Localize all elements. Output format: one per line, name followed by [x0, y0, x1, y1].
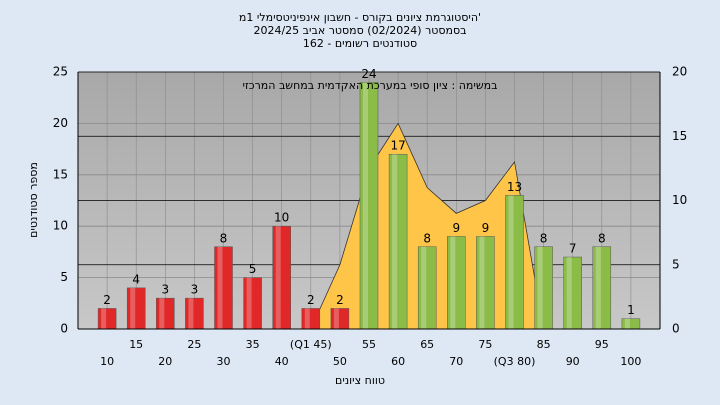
y2-tick-label: 10 [672, 193, 687, 207]
bar-highlight [101, 308, 107, 329]
y-tick-label: 20 [53, 116, 68, 130]
value-label: 1 [627, 303, 635, 317]
value-label: 17 [390, 139, 405, 153]
chart-subtitle: בסמסטר (02/2024) סמסטר אביב 2024/25 [253, 24, 466, 37]
value-label: 24 [361, 67, 376, 81]
bar [388, 153, 408, 330]
bar [505, 195, 524, 330]
value-label: 3 [161, 283, 169, 297]
value-label: 4 [132, 272, 140, 286]
value-label: 10 [274, 211, 289, 225]
value-label: 3 [191, 283, 199, 297]
bar-highlight [130, 287, 136, 329]
bar-highlight [333, 308, 339, 329]
value-label: 2 [103, 293, 111, 307]
value-label: 7 [569, 242, 577, 256]
x-axis-label: טווח ציונים [335, 374, 385, 387]
x-tick-label: 100 [620, 355, 641, 368]
bar [243, 277, 262, 330]
bar-highlight [450, 236, 456, 329]
bar [592, 246, 612, 330]
y-tick-label: 15 [53, 167, 68, 181]
x-tick-label: 15 [129, 338, 143, 351]
bar-highlight [246, 277, 252, 329]
bar [563, 256, 582, 330]
annotation: במשימה : ציון סופי במערכת האקדמית במחשב … [243, 79, 498, 92]
y-tick-label: 5 [60, 270, 68, 284]
bar [534, 246, 553, 330]
bar-highlight [392, 154, 398, 329]
x-tick-label: 50 [333, 355, 347, 368]
bar [97, 308, 117, 330]
bar [126, 287, 146, 330]
bar-highlight [479, 236, 485, 329]
bar-highlight [508, 195, 514, 329]
bar-highlight [304, 308, 310, 329]
y2-tick-label: 0 [672, 322, 680, 336]
bar-highlight [217, 246, 223, 329]
x-tick-label: 65 [420, 338, 434, 351]
y-tick-label: 25 [53, 65, 68, 79]
value-label: 2 [307, 293, 315, 307]
bar [214, 246, 233, 330]
bar-highlight [188, 298, 194, 329]
x-tick-label: (Q1 45) [290, 338, 332, 351]
y-tick-label: 0 [60, 322, 68, 336]
y-axis-label: מספר סטודנטים [27, 162, 40, 238]
bar-highlight [595, 246, 601, 329]
x-tick-label: 30 [217, 355, 231, 368]
bar-highlight [159, 298, 165, 329]
bar [301, 308, 321, 330]
x-tick-label: 20 [158, 355, 172, 368]
y2-tick-label: 20 [672, 65, 687, 79]
chart-subtitle: סטודנטים רשומים - 162 [303, 37, 417, 50]
bar [156, 297, 175, 330]
x-tick-label: 25 [187, 338, 201, 351]
x-tick-label: 35 [246, 338, 260, 351]
bar [621, 318, 641, 330]
x-tick-label: 75 [478, 338, 492, 351]
bar [476, 236, 495, 330]
bar [417, 246, 437, 330]
bar-highlight [537, 246, 543, 329]
x-tick-label: 95 [595, 338, 609, 351]
x-tick-label: (Q3 80) [494, 355, 536, 368]
y2-tick-label: 15 [672, 129, 687, 143]
value-label: 9 [452, 221, 460, 235]
value-label: 5 [249, 262, 257, 276]
x-tick-label: 10 [100, 355, 114, 368]
bar [185, 297, 204, 330]
value-label: 8 [423, 231, 431, 245]
value-label: 8 [598, 231, 606, 245]
bar-highlight [566, 257, 572, 329]
x-tick-label: 85 [537, 338, 551, 351]
y2-tick-label: 5 [672, 257, 680, 271]
value-label: 8 [220, 231, 228, 245]
x-tick-label: 55 [362, 338, 376, 351]
value-label: 8 [540, 231, 548, 245]
x-tick-label: 90 [566, 355, 580, 368]
bar [330, 308, 350, 330]
bar-highlight [363, 82, 368, 329]
bar [272, 225, 291, 330]
x-tick-label: 70 [449, 355, 463, 368]
bar [447, 236, 466, 330]
value-label: 9 [482, 221, 490, 235]
x-tick-label: 60 [391, 355, 405, 368]
x-tick-label: 40 [275, 355, 289, 368]
bar-highlight [421, 246, 427, 329]
bar [359, 82, 379, 330]
value-label: 2 [336, 293, 344, 307]
y-tick-label: 10 [53, 219, 68, 233]
chart-title: 'היסטוגרמת ציונים בקורס - חשבון אינפיניט… [239, 11, 481, 24]
value-label: 13 [507, 180, 522, 194]
bar-highlight [624, 318, 630, 329]
bar-highlight [275, 226, 281, 329]
